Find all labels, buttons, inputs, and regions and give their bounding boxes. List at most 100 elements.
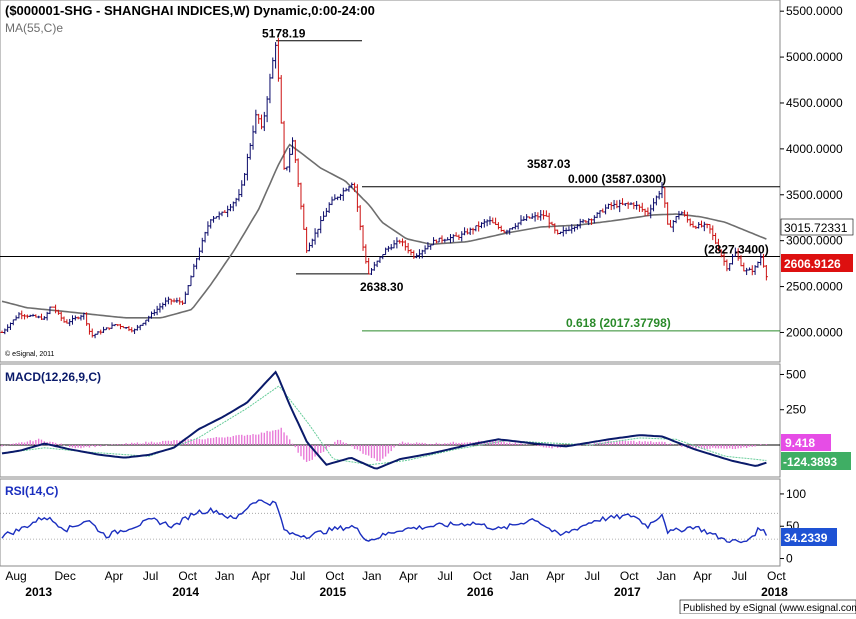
price-bar	[341, 187, 345, 201]
price-bar	[353, 182, 357, 192]
ma-indicator-label: MA(55,C)e	[5, 21, 63, 35]
price-bar	[93, 333, 97, 339]
price-bar	[240, 180, 244, 198]
x-month-label: Oct	[325, 569, 344, 583]
price-bar	[589, 218, 593, 225]
price-bar	[668, 219, 672, 228]
price-bar	[245, 153, 249, 181]
price-bar	[333, 194, 337, 201]
price-bar	[62, 316, 66, 323]
price-bar	[23, 314, 27, 320]
price-bar	[186, 284, 190, 296]
price-axis-tick-label: 4500.0000	[786, 96, 843, 110]
price-bar	[412, 250, 416, 259]
published-by-text: Published by eSignal (www.esignal.com)	[683, 603, 856, 614]
price-bar	[587, 218, 591, 226]
price-bar	[56, 309, 60, 315]
price-bar	[65, 319, 69, 324]
price-bar	[606, 203, 610, 209]
price-bar	[434, 239, 438, 244]
price-bar	[90, 328, 94, 338]
price-bar	[155, 305, 159, 316]
price-bar	[17, 312, 21, 319]
price-bar	[643, 208, 647, 216]
price-bar	[446, 237, 450, 241]
price-bar	[76, 316, 80, 320]
x-month-label: Jan	[362, 569, 381, 583]
price-bar	[683, 210, 687, 217]
x-year-label: 2015	[319, 585, 346, 599]
macd-axis-tick-label: 250	[786, 403, 806, 417]
price-bar	[525, 214, 529, 221]
price-bar	[753, 265, 757, 275]
x-month-label: Jan	[215, 569, 234, 583]
price-bar	[533, 211, 537, 222]
price-bar	[11, 319, 15, 326]
price-bar	[474, 225, 478, 232]
price-bar	[649, 204, 653, 219]
price-bar	[299, 182, 303, 210]
x-month-label: Apr	[546, 569, 565, 583]
price-bar	[116, 324, 120, 327]
price-bar	[39, 313, 43, 320]
price-bar	[663, 187, 667, 208]
price-bar	[51, 306, 55, 308]
x-month-label: Jul	[437, 569, 452, 583]
price-bar	[217, 211, 221, 220]
price-bar	[601, 208, 605, 213]
price-bar	[319, 216, 323, 234]
price-bar	[375, 260, 379, 268]
price-axis-tick-label: 2500.0000	[786, 280, 843, 294]
price-bar	[124, 327, 128, 330]
price-bar	[200, 237, 204, 254]
price-bar	[172, 298, 176, 303]
price-bar	[420, 249, 424, 259]
price-bar	[736, 248, 740, 261]
price-bar	[457, 234, 461, 241]
horizontal-level-label: (2827.3400)	[704, 243, 769, 257]
price-bar	[257, 113, 261, 124]
price-bar	[378, 256, 382, 264]
price-bar	[251, 125, 255, 150]
price-bar	[747, 267, 751, 271]
price-bar	[432, 237, 436, 246]
price-bar	[567, 226, 571, 232]
price-bar	[494, 217, 498, 226]
price-bar	[282, 120, 286, 170]
price-bar	[118, 323, 122, 330]
price-bar	[279, 75, 283, 124]
fib-0-label: 0.000 (3587.0300)	[568, 172, 666, 186]
price-bar	[609, 202, 613, 211]
price-bar	[369, 268, 373, 275]
price-bar	[291, 137, 295, 155]
price-bar	[652, 198, 656, 212]
fib-618-label: 0.618 (2017.37798)	[566, 316, 671, 330]
price-bar	[307, 242, 311, 252]
x-month-label: Jul	[290, 569, 305, 583]
price-bar	[197, 247, 201, 261]
price-bar	[316, 228, 320, 238]
price-bar	[762, 253, 766, 268]
price-bar	[451, 234, 455, 242]
price-bar	[403, 240, 407, 251]
x-month-label: Apr	[252, 569, 271, 583]
price-bar	[175, 297, 179, 303]
price-bar	[714, 232, 718, 245]
price-bar	[505, 229, 509, 235]
price-bar	[691, 221, 695, 228]
price-bar	[276, 38, 280, 82]
macd-value-text: -124.3893	[783, 455, 837, 469]
macd-signal-line	[1, 385, 767, 466]
price-bar	[705, 223, 709, 229]
peak-price-label: 3587.03	[527, 157, 571, 171]
price-bar	[25, 314, 29, 319]
price-bar	[192, 263, 196, 278]
price-bar	[231, 201, 235, 212]
price-bar	[448, 234, 452, 244]
price-axis-tick-label: 4000.0000	[786, 142, 843, 156]
price-bar	[195, 258, 199, 270]
price-bar	[169, 298, 173, 305]
price-bar	[671, 219, 675, 233]
price-bar	[745, 267, 749, 276]
